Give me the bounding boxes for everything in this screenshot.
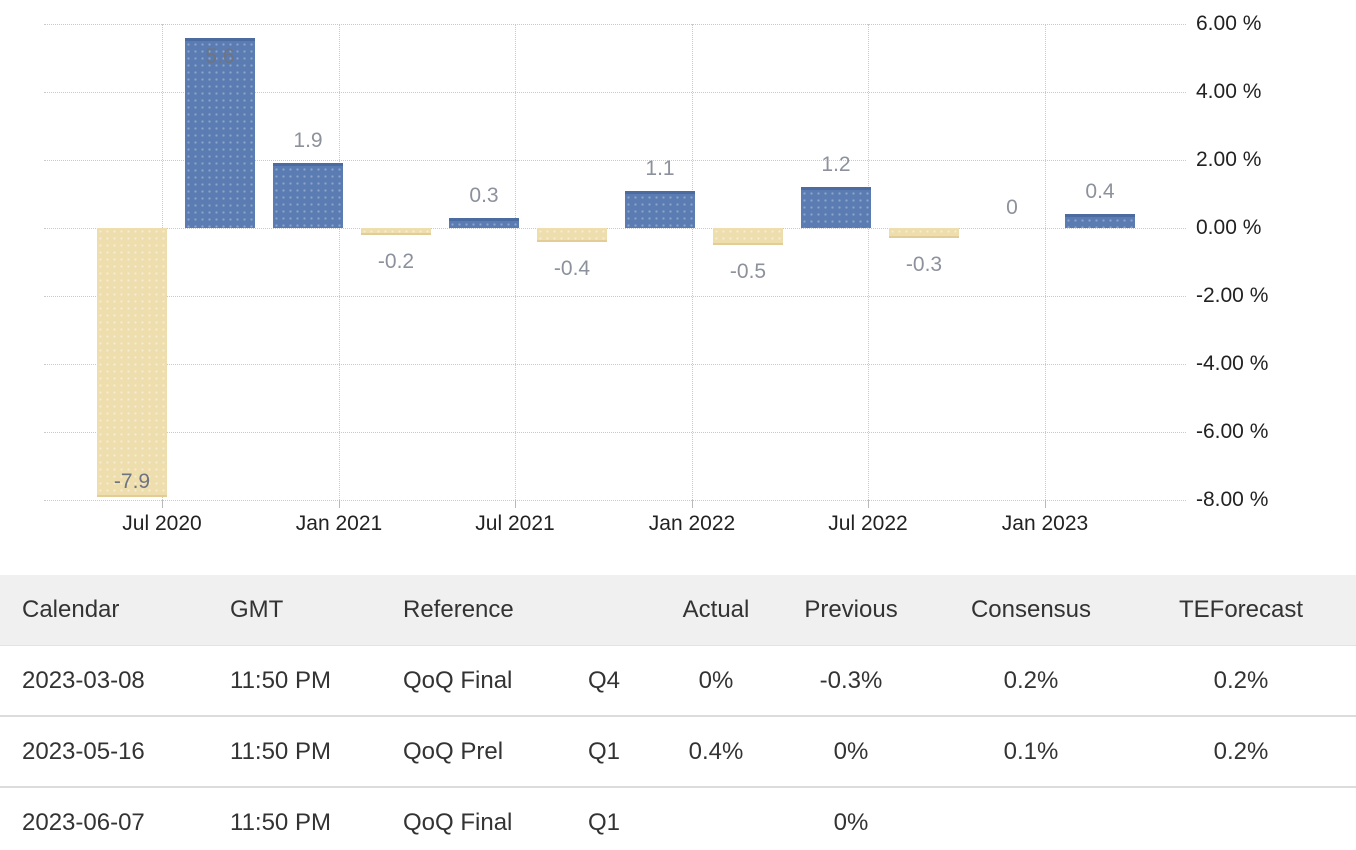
calendar-cell: Q1 — [566, 715, 666, 787]
gridline-vertical — [692, 24, 693, 500]
gridline-horizontal — [44, 432, 1186, 433]
calendar-cell: 0.1% — [936, 715, 1126, 787]
bar[interactable] — [97, 228, 167, 497]
bar-value-label: 0 — [1006, 196, 1018, 219]
gridline-horizontal — [44, 364, 1186, 365]
calendar-cell — [936, 786, 1126, 850]
x-axis-tick — [692, 500, 693, 508]
x-axis-tick-label: Jul 2022 — [828, 512, 908, 535]
calendar-row: 2023-05-16 11:50 PM QoQ Prel Q1 0.4% 0% 0.1% 0.… — [0, 715, 1356, 787]
gridline-vertical — [515, 24, 516, 500]
bar-value-label: -0.4 — [553, 256, 591, 280]
calendar-cell: 0% — [766, 786, 936, 850]
x-axis-tick — [162, 500, 163, 508]
gridline-horizontal — [44, 500, 1186, 501]
bar[interactable] — [801, 187, 871, 228]
bar-value-label: 1.9 — [293, 129, 323, 153]
calendar-cell: Q1 — [566, 786, 666, 850]
bar[interactable] — [449, 217, 519, 228]
y-axis-tick-label: 2.00 % — [1196, 148, 1262, 171]
calendar-cell: 11:50 PM — [208, 715, 381, 787]
calendar-header-cell — [566, 575, 666, 646]
x-axis-tick — [868, 500, 869, 508]
calendar-cell: 0% — [698, 666, 734, 694]
bar-value-label: 0.3 — [469, 183, 499, 207]
gridline-horizontal — [44, 92, 1186, 93]
bar-value-label: -7.9 — [113, 469, 151, 493]
calendar-cell: 0.2% — [1126, 715, 1356, 787]
y-axis-tick-label: 6.00 % — [1196, 12, 1262, 35]
y-axis-tick-label: -8.00 % — [1196, 488, 1269, 511]
x-axis-tick-label: Jan 2023 — [1001, 512, 1089, 535]
x-axis-tick-label: Jul 2021 — [475, 512, 555, 535]
bar[interactable] — [889, 228, 959, 239]
calendar-cell: QoQ Final — [403, 666, 513, 694]
calendar-cell: 0.2% — [1213, 666, 1269, 694]
bar[interactable] — [537, 228, 607, 242]
calendar-cell: 11:50 PM — [230, 666, 331, 694]
calendar-row: 2023-03-08 11:50 PM QoQ Final Q4 0% -0.3% 0.2%… — [0, 646, 1356, 717]
y-axis-tick-label: -2.00 % — [1196, 284, 1269, 307]
x-axis-tick-label: Jan 2022 — [648, 512, 736, 535]
calendar-row: 2023-06-07 11:50 PM QoQ Final Q1 0% — [0, 786, 1356, 850]
x-axis-tick — [1045, 500, 1046, 508]
bar-value-label: -0.3 — [905, 253, 943, 277]
gridline-vertical — [339, 24, 340, 500]
bar-value-label: 0.4 — [1085, 180, 1115, 204]
y-axis-tick-label: -4.00 % — [1196, 352, 1269, 375]
calendar-cell: 11:50 PM — [208, 786, 381, 850]
calendar-cell: QoQ Prel — [381, 715, 566, 787]
calendar-header-cell: Consensus — [936, 575, 1126, 646]
gdp-growth-qoq-bar-chart: 6.00 % 4.00 % 2.00 % 0.00 % -2.00 % -4.00 % -6… — [44, 12, 1269, 535]
calendar-header-cell: Reference — [381, 575, 566, 646]
bar-value-label: 1.2 — [821, 153, 851, 177]
calendar-cell: 0.4% — [666, 715, 766, 787]
bar[interactable] — [625, 190, 695, 228]
calendar-cell — [666, 786, 766, 850]
calendar-cell: 2023-05-16 — [0, 715, 208, 787]
gridline-vertical — [1045, 24, 1046, 500]
gridline-horizontal — [44, 296, 1186, 297]
bar-value-label: 5.6 — [205, 44, 235, 68]
calendar-header-cell: Calendar — [0, 575, 208, 646]
y-axis-tick-label: -6.00 % — [1196, 420, 1269, 443]
calendar-cell: QoQ Final — [381, 786, 566, 850]
bar-value-label: 1.1 — [645, 156, 675, 180]
y-axis-tick-label: 0.00 % — [1196, 216, 1262, 239]
gridline-horizontal — [44, 228, 1186, 229]
gridline-horizontal — [44, 24, 1186, 25]
bar-value-label: -0.2 — [377, 249, 415, 273]
calendar-cell: 2023-03-08 — [22, 666, 145, 694]
x-axis-tick-label: Jan 2021 — [295, 512, 383, 535]
bar[interactable] — [361, 228, 431, 235]
calendar-cell: Q4 — [588, 666, 621, 694]
gridline-vertical — [868, 24, 869, 500]
bar-value-label: -0.5 — [729, 260, 767, 283]
x-axis-tick — [339, 500, 340, 508]
calendar-cell: -0.3% — [819, 666, 883, 694]
calendar-table: Calendar GMT Reference Actual Previous Consen… — [0, 575, 1356, 850]
calendar-header-row: Calendar GMT Reference Actual Previous Consen… — [0, 575, 1356, 646]
gridline-horizontal — [44, 160, 1186, 161]
calendar-header-cell: TEForecast — [1126, 575, 1356, 646]
x-axis-tick — [515, 500, 516, 508]
bar[interactable] — [273, 163, 343, 228]
calendar-cell: 2023-06-07 — [0, 786, 208, 850]
calendar-cell: 0.2% — [1003, 666, 1059, 694]
calendar-header-cell: Actual — [666, 575, 766, 646]
y-axis-tick-label: 4.00 % — [1196, 80, 1262, 103]
calendar-cell — [1126, 786, 1356, 850]
bar[interactable] — [713, 228, 783, 245]
bar[interactable] — [185, 37, 255, 228]
calendar-cell: 0% — [766, 715, 936, 787]
calendar-header-cell: Previous — [766, 575, 936, 646]
x-axis-tick-label: Jul 2020 — [122, 512, 202, 535]
bar[interactable] — [1065, 214, 1135, 228]
calendar-header-cell: GMT — [208, 575, 381, 646]
